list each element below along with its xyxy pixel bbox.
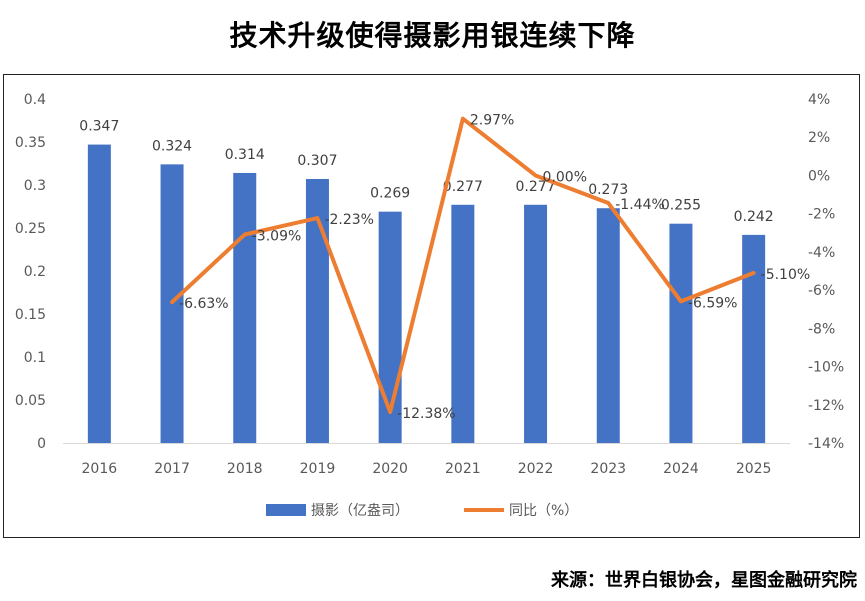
x-axis-tick-label: 2020 [372, 461, 408, 477]
legend-label-bar: 摄影（亿盎司） [311, 503, 409, 519]
bar-value-label: 0.269 [370, 186, 410, 202]
x-axis-tick-label: 2025 [736, 461, 772, 477]
yoy-line [170, 116, 756, 415]
right-axis-tick-label: 0% [808, 168, 830, 184]
x-axis-tick-label: 2024 [663, 461, 699, 477]
x-axis-tick-label: 2016 [82, 461, 118, 477]
right-axis-tick-label: -12% [808, 398, 844, 414]
right-axis-tick-label: -8% [808, 321, 835, 337]
right-axis-tick-label: 2% [808, 130, 830, 146]
bar [524, 204, 548, 443]
line-value-label: -1.44% [615, 197, 665, 213]
line-value-label: -2.23% [324, 212, 374, 228]
left-axis-tick-label: 0.3 [24, 178, 46, 194]
left-axis-tick-label: 0.25 [15, 221, 46, 237]
right-axis-tick-label: 4% [808, 92, 830, 108]
line-value-label: -12.38% [397, 406, 455, 422]
bar-value-label: 0.307 [297, 153, 337, 169]
bar-value-label: 0.277 [443, 179, 483, 195]
legend-swatch-bar [266, 504, 306, 516]
source-note: 来源：世界白银协会，星图金融研究院 [551, 570, 857, 591]
left-axis-tick-label: 0.05 [15, 393, 46, 409]
left-axis-tick-label: 0.4 [24, 92, 46, 108]
x-axis-tick-label: 2021 [445, 461, 481, 477]
chart-title: 技术升级使得摄影用银连续下降 [229, 19, 636, 52]
right-axis-tick-label: -6% [808, 283, 835, 299]
bar-value-label: 0.273 [588, 182, 628, 198]
left-axis-tick-label: 0 [37, 436, 46, 452]
left-axis-tick-label: 0.2 [24, 264, 46, 280]
right-axis-tick-label: -2% [808, 207, 835, 223]
right-axis-tick-label: -10% [808, 360, 844, 376]
bar-value-label: 0.255 [661, 198, 701, 214]
bar [233, 172, 257, 443]
x-axis-tick-label: 2019 [300, 461, 336, 477]
left-axis-tick-label: 0.35 [15, 135, 46, 151]
bar-value-label: 0.324 [152, 138, 192, 154]
bar-value-label: 0.277 [516, 179, 556, 195]
line-value-label: -6.59% [688, 295, 738, 311]
bar [669, 223, 693, 443]
bar-value-label: 0.314 [225, 147, 265, 163]
x-axis-tick-label: 2022 [518, 461, 554, 477]
bar [87, 144, 111, 443]
line-value-label: -5.10% [761, 267, 811, 283]
bar [305, 178, 329, 444]
left-axis-tick-label: 0.1 [24, 350, 46, 366]
bar [596, 208, 620, 443]
line-value-label: -6.63% [179, 296, 229, 312]
line-value-label: 0.00% [543, 169, 587, 185]
x-axis-tick-label: 2023 [590, 461, 626, 477]
x-axis-tick-label: 2017 [154, 461, 190, 477]
right-axis-tick-label: -14% [808, 436, 844, 452]
left-axis-tick-label: 0.15 [15, 307, 46, 323]
x-axis-tick-label: 2018 [227, 461, 263, 477]
bar [742, 234, 766, 443]
right-axis-tick-label: -4% [808, 245, 835, 261]
bar-value-label: 0.242 [734, 209, 774, 225]
bar [451, 204, 475, 443]
bar-value-label: 0.347 [79, 119, 119, 135]
line-value-label: -3.09% [252, 228, 302, 244]
line-value-label: 2.97% [470, 113, 514, 129]
chart-frame [3, 74, 860, 538]
legend-label-line: 同比（%） [509, 503, 578, 519]
